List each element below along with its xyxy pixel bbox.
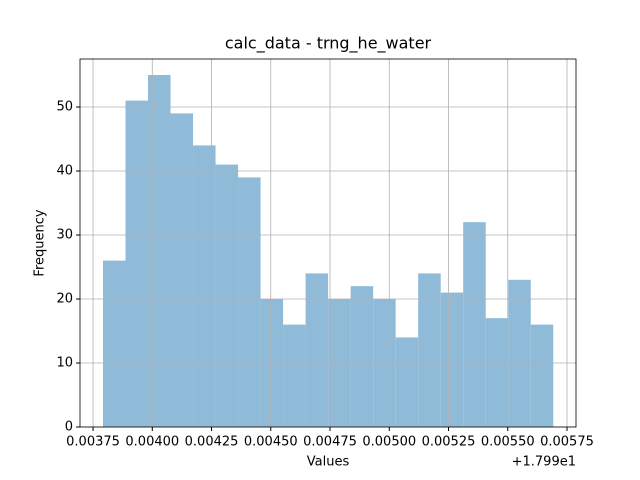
bar <box>238 177 261 427</box>
bar <box>102 260 126 427</box>
x-offset-label: +1.799e1 <box>512 455 576 470</box>
y-tick-label: 10 <box>56 356 73 371</box>
bar <box>305 273 329 427</box>
bar <box>350 286 374 427</box>
bar <box>485 318 509 427</box>
bar <box>440 292 464 427</box>
bar <box>508 279 531 427</box>
bar <box>283 324 306 427</box>
x-tick-label: 0.00400 <box>125 435 179 450</box>
bar <box>193 145 216 427</box>
bar <box>418 273 441 427</box>
bar <box>125 100 149 427</box>
x-tick-label: 0.00550 <box>481 435 535 450</box>
y-tick-label: 30 <box>56 228 73 243</box>
x-tick-label: 0.00500 <box>362 435 416 450</box>
x-tick-label: 0.00450 <box>244 435 298 450</box>
chart-title: calc_data - trng_he_water <box>225 34 432 54</box>
y-axis-label: Frequency <box>33 209 48 276</box>
bar <box>463 222 486 427</box>
x-tick-label: 0.00525 <box>422 435 476 450</box>
bar <box>530 324 554 427</box>
y-tick-label: 50 <box>56 100 73 115</box>
bar <box>170 113 194 428</box>
y-tick-label: 20 <box>56 292 73 307</box>
x-tick-label: 0.00375 <box>66 435 120 450</box>
x-tick-label: 0.00475 <box>303 435 357 450</box>
y-tick-label: 0 <box>65 420 73 435</box>
x-tick-label: 0.00425 <box>185 435 239 450</box>
bar <box>215 164 239 427</box>
x-axis-label: Values <box>307 455 350 470</box>
bar <box>395 337 419 427</box>
x-tick-label: 0.00575 <box>540 435 594 450</box>
y-tick-label: 40 <box>56 164 73 179</box>
plot-frame <box>79 58 577 428</box>
bar <box>148 75 171 427</box>
